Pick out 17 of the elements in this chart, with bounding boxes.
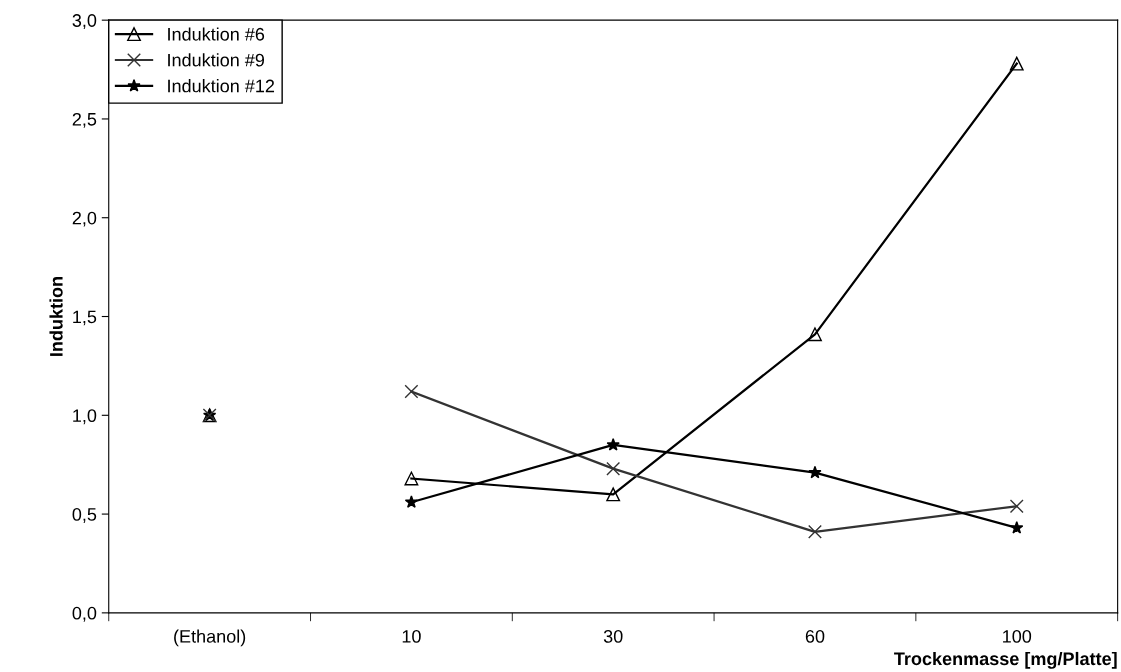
legend-label: Induktion #9 xyxy=(168,53,265,67)
y-tick-label: 1,5 xyxy=(73,310,97,326)
x-axis-title: Trockenmasse [mg/Platte] xyxy=(894,651,1117,669)
y-tick-label: 0,5 xyxy=(72,508,97,523)
y-tick-label: 0,0 xyxy=(72,606,97,622)
legend-label: Induktion #12 xyxy=(168,79,275,93)
y-tick-label: 1,0 xyxy=(73,409,97,425)
y-tick-label: 2,0 xyxy=(72,211,97,227)
x-tick-label: 10 xyxy=(402,630,421,643)
x-tick-label: 100 xyxy=(1003,630,1032,643)
x-tick-label: 60 xyxy=(805,630,825,643)
y-tick-label: 3,0 xyxy=(72,14,97,30)
x-tick-label: 30 xyxy=(603,630,623,643)
y-axis-title: Induktion xyxy=(49,277,63,356)
y-tick-label: 2,5 xyxy=(72,112,97,128)
legend-label: Induktion #6 xyxy=(168,27,265,41)
x-tick-label: (Ethanol) xyxy=(174,629,246,647)
